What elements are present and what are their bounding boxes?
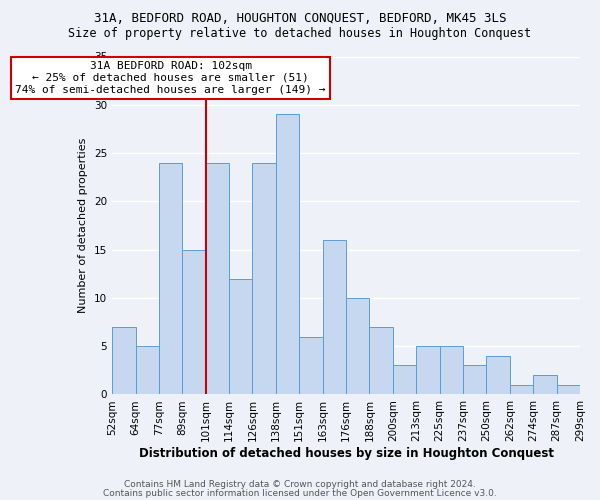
- Bar: [112, 327, 136, 394]
- Bar: [510, 385, 533, 394]
- Text: 31A BEDFORD ROAD: 102sqm
← 25% of detached houses are smaller (51)
74% of semi-d: 31A BEDFORD ROAD: 102sqm ← 25% of detach…: [16, 62, 326, 94]
- Text: Size of property relative to detached houses in Houghton Conquest: Size of property relative to detached ho…: [68, 28, 532, 40]
- Bar: [182, 250, 206, 394]
- Bar: [533, 375, 557, 394]
- Text: 31A, BEDFORD ROAD, HOUGHTON CONQUEST, BEDFORD, MK45 3LS: 31A, BEDFORD ROAD, HOUGHTON CONQUEST, BE…: [94, 12, 506, 26]
- Bar: [253, 162, 276, 394]
- Bar: [229, 278, 253, 394]
- Bar: [370, 327, 393, 394]
- Bar: [557, 385, 580, 394]
- X-axis label: Distribution of detached houses by size in Houghton Conquest: Distribution of detached houses by size …: [139, 447, 554, 460]
- Bar: [323, 240, 346, 394]
- Bar: [136, 346, 159, 395]
- Bar: [276, 114, 299, 394]
- Text: Contains HM Land Registry data © Crown copyright and database right 2024.: Contains HM Land Registry data © Crown c…: [124, 480, 476, 489]
- Y-axis label: Number of detached properties: Number of detached properties: [79, 138, 88, 313]
- Text: Contains public sector information licensed under the Open Government Licence v3: Contains public sector information licen…: [103, 488, 497, 498]
- Bar: [206, 162, 229, 394]
- Bar: [393, 366, 416, 394]
- Bar: [463, 366, 487, 394]
- Bar: [346, 298, 370, 394]
- Bar: [159, 162, 182, 394]
- Bar: [416, 346, 440, 395]
- Bar: [487, 356, 510, 395]
- Bar: [440, 346, 463, 395]
- Bar: [299, 336, 323, 394]
